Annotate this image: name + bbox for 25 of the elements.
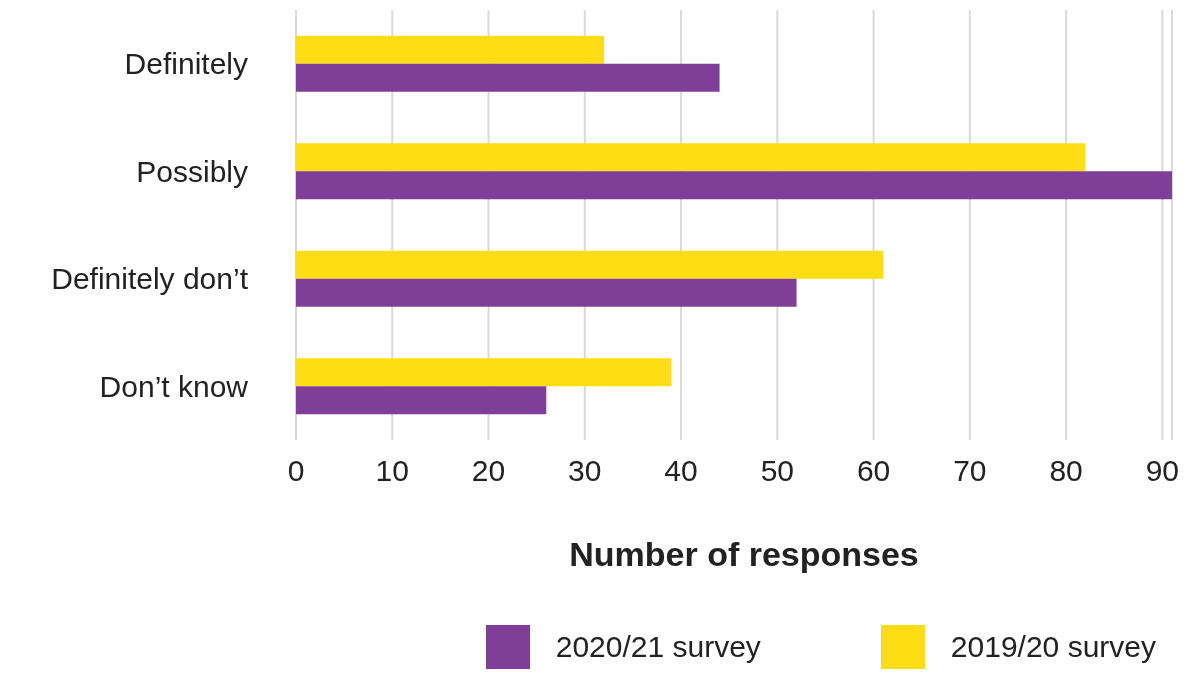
y-tick-label: Don’t know	[99, 369, 249, 403]
y-tick-label: Definitely	[124, 47, 248, 81]
bar	[296, 358, 672, 387]
x-tick-label: 80	[1049, 454, 1083, 488]
x-tick-label: 50	[760, 454, 795, 488]
legend-label: 2020/21 survey	[555, 630, 761, 664]
x-tick-label: 70	[953, 454, 987, 488]
x-tick-label: 60	[856, 454, 891, 488]
bar	[296, 278, 797, 307]
x-tick-label: 10	[375, 454, 409, 488]
x-tick-label: 0	[287, 454, 305, 488]
legend-label: 2019/20 survey	[950, 630, 1156, 664]
y-tick-label: Possibly	[136, 154, 248, 188]
bar	[296, 171, 1172, 200]
x-tick-label: 30	[568, 454, 602, 488]
bar	[296, 35, 605, 64]
bar	[296, 250, 884, 279]
bar	[296, 143, 1086, 172]
y-tick-label: Definitely don’t	[51, 262, 249, 296]
x-tick-label: 90	[1145, 454, 1180, 488]
bar	[296, 386, 547, 415]
x-tick-label: 40	[664, 454, 698, 488]
bar	[296, 63, 720, 92]
x-tick-label: 20	[471, 454, 506, 488]
x-axis-title: Number of responses	[568, 535, 920, 574]
